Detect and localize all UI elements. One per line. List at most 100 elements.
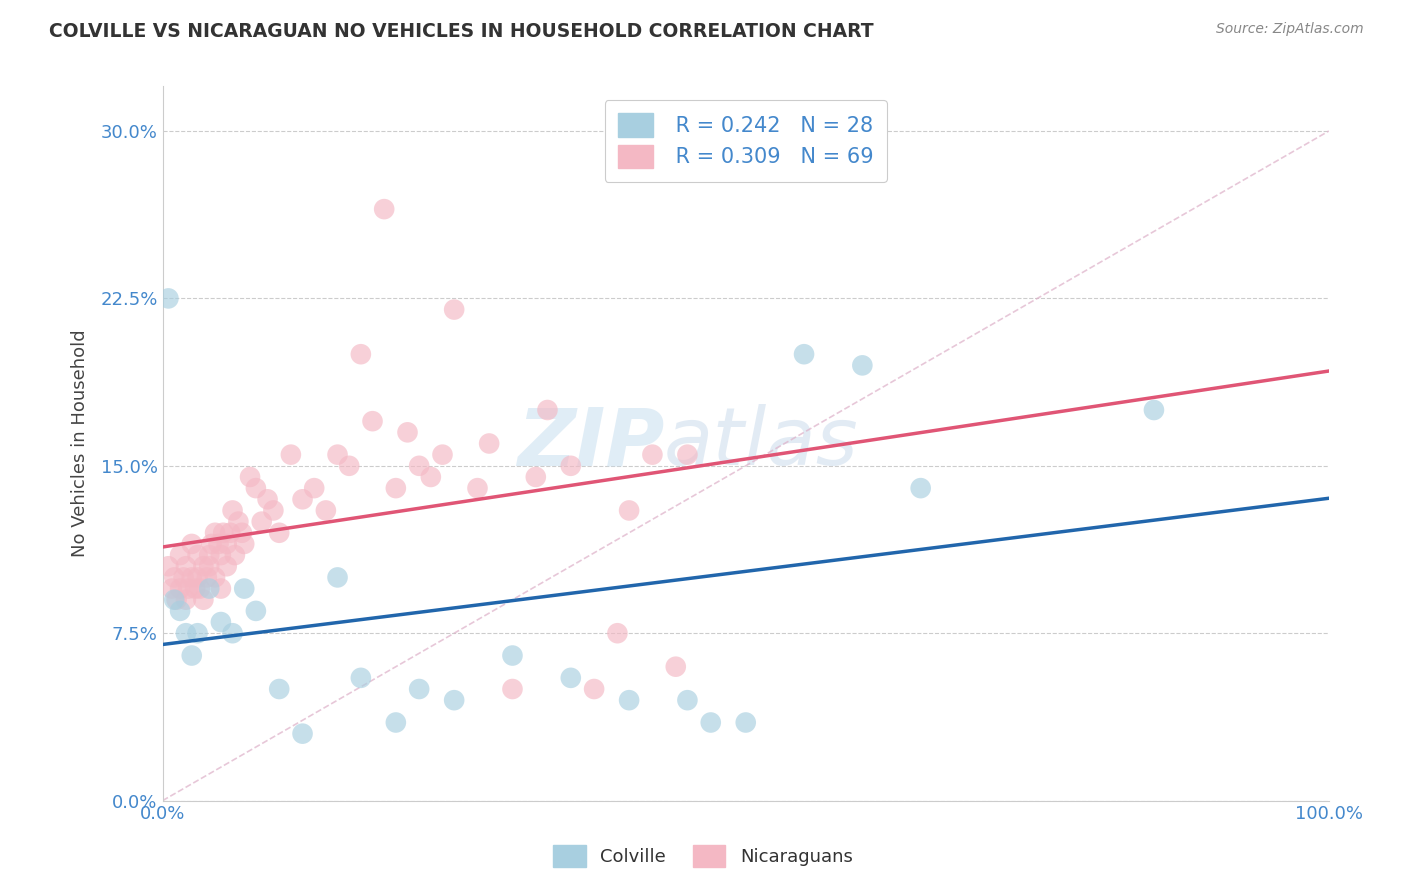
- Point: [385, 715, 408, 730]
- Point: [200, 537, 222, 551]
- Point: [187, 548, 209, 562]
- Point: [245, 604, 267, 618]
- Point: [198, 548, 221, 562]
- Point: [373, 202, 395, 216]
- Point: [700, 715, 723, 730]
- Point: [207, 537, 229, 551]
- Point: [396, 425, 419, 440]
- Point: [180, 570, 202, 584]
- Point: [184, 582, 207, 596]
- Point: [209, 548, 232, 562]
- Point: [793, 347, 815, 361]
- Point: [174, 559, 197, 574]
- Point: [219, 525, 242, 540]
- Point: [641, 448, 664, 462]
- Point: [174, 626, 197, 640]
- Point: [163, 592, 186, 607]
- Point: [443, 302, 465, 317]
- Point: [215, 537, 238, 551]
- Point: [326, 448, 349, 462]
- Point: [209, 615, 232, 629]
- Point: [198, 559, 221, 574]
- Point: [262, 503, 284, 517]
- Point: [432, 448, 454, 462]
- Point: [326, 570, 349, 584]
- Point: [157, 292, 180, 306]
- Point: [169, 604, 191, 618]
- Point: [204, 570, 226, 584]
- Point: [676, 693, 699, 707]
- Point: [187, 570, 209, 584]
- Point: [188, 582, 211, 596]
- Text: Source: ZipAtlas.com: Source: ZipAtlas.com: [1216, 22, 1364, 37]
- Point: [233, 537, 256, 551]
- Point: [173, 570, 195, 584]
- Point: [337, 458, 360, 473]
- Point: [204, 525, 226, 540]
- Point: [193, 592, 215, 607]
- Point: [524, 470, 547, 484]
- Point: [280, 448, 302, 462]
- Point: [180, 537, 202, 551]
- Point: [193, 559, 215, 574]
- Point: [166, 592, 188, 607]
- Point: [209, 582, 232, 596]
- Point: [467, 481, 489, 495]
- Point: [228, 515, 250, 529]
- Point: [245, 481, 267, 495]
- Point: [177, 582, 200, 596]
- Point: [665, 659, 688, 673]
- Point: [233, 582, 256, 596]
- Point: [408, 458, 430, 473]
- Legend:  R = 0.242   N = 28,  R = 0.309   N = 69: R = 0.242 N = 28, R = 0.309 N = 69: [605, 100, 887, 182]
- Point: [1143, 403, 1166, 417]
- Point: [419, 470, 441, 484]
- Point: [478, 436, 501, 450]
- Point: [408, 681, 430, 696]
- Point: [361, 414, 384, 428]
- Point: [157, 559, 180, 574]
- Point: [169, 548, 191, 562]
- Point: [239, 470, 262, 484]
- Point: [250, 515, 273, 529]
- Point: [269, 525, 291, 540]
- Point: [291, 492, 314, 507]
- Text: atlas: atlas: [664, 404, 859, 483]
- Point: [169, 582, 191, 596]
- Point: [617, 503, 640, 517]
- Point: [291, 726, 314, 740]
- Legend: Colville, Nicaraguans: Colville, Nicaraguans: [546, 838, 860, 874]
- Point: [443, 693, 465, 707]
- Point: [221, 503, 243, 517]
- Point: [221, 626, 243, 640]
- Point: [212, 525, 235, 540]
- Point: [256, 492, 278, 507]
- Point: [536, 403, 558, 417]
- Point: [617, 693, 640, 707]
- Point: [350, 347, 373, 361]
- Point: [215, 559, 238, 574]
- Point: [560, 671, 582, 685]
- Point: [910, 481, 932, 495]
- Point: [302, 481, 325, 495]
- Point: [606, 626, 628, 640]
- Point: [734, 715, 756, 730]
- Point: [385, 481, 408, 495]
- Point: [231, 525, 253, 540]
- Point: [224, 548, 246, 562]
- Point: [350, 671, 373, 685]
- Text: COLVILLE VS NICARAGUAN NO VEHICLES IN HOUSEHOLD CORRELATION CHART: COLVILLE VS NICARAGUAN NO VEHICLES IN HO…: [49, 22, 875, 41]
- Point: [269, 681, 291, 696]
- Point: [180, 648, 202, 663]
- Y-axis label: No Vehicles in Household: No Vehicles in Household: [72, 330, 89, 558]
- Point: [195, 570, 218, 584]
- Point: [315, 503, 337, 517]
- Point: [187, 626, 209, 640]
- Point: [676, 448, 699, 462]
- Text: ZIP: ZIP: [517, 404, 664, 483]
- Point: [583, 681, 606, 696]
- Point: [851, 359, 873, 373]
- Point: [501, 648, 523, 663]
- Point: [198, 582, 221, 596]
- Point: [560, 458, 582, 473]
